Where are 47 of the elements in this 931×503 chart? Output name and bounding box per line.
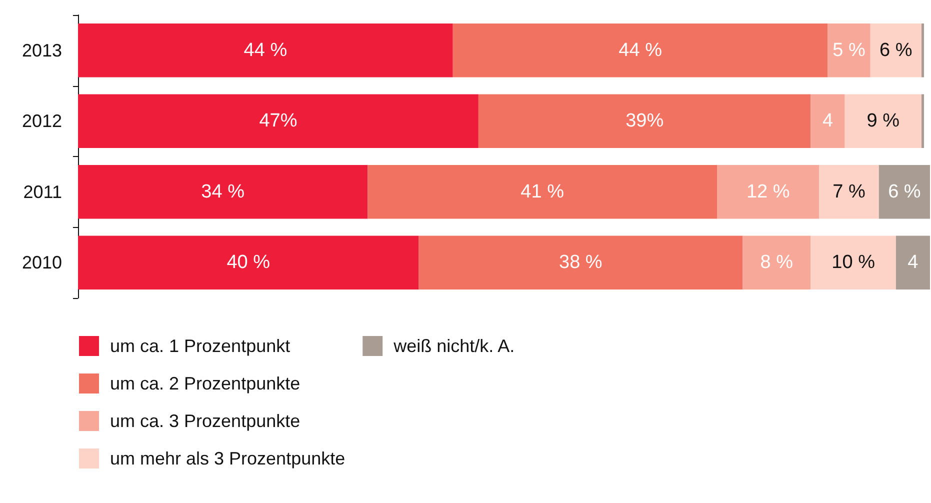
bar (810, 94, 845, 148)
y-tick-label: 2010 (22, 252, 62, 273)
bar (921, 23, 924, 78)
data-label: 6 % (880, 40, 912, 61)
bar (921, 94, 924, 148)
bar (810, 236, 896, 290)
bar (78, 94, 478, 148)
bar (418, 236, 743, 290)
bar (717, 164, 820, 219)
bar (819, 164, 879, 219)
legend-label: um ca. 1 Prozentpunkt (110, 336, 290, 356)
bar (78, 236, 419, 290)
data-label: 40 % (226, 252, 270, 274)
data-label: 38 % (559, 252, 602, 274)
y-tick-label: 2013 (22, 40, 62, 60)
data-label: 39% (626, 110, 664, 132)
bar (368, 164, 717, 219)
bar (742, 236, 811, 290)
data-label: 4 (822, 110, 834, 132)
legend-label: weiß nicht/k. A. (392, 336, 515, 356)
data-label: 34 % (201, 181, 245, 202)
data-label: 12 % (746, 181, 790, 202)
y-tick-label: 2011 (23, 182, 62, 202)
legend-label: um ca. 3 Prozentpunkte (110, 411, 300, 431)
data-label: 6 % (888, 181, 921, 202)
data-label: 47% (259, 110, 298, 132)
legend-label: um mehr als 3 Prozentpunkte (110, 448, 346, 468)
data-label: 41 % (520, 181, 564, 202)
y-tick-label: 2012 (22, 111, 62, 132)
bar (78, 23, 453, 78)
bar (78, 164, 368, 219)
bar (828, 23, 870, 78)
data-label: 44 % (244, 40, 288, 61)
bar (844, 94, 922, 148)
bar (478, 94, 811, 148)
data-label: 8 % (760, 252, 794, 274)
data-label: 44 % (618, 40, 662, 61)
data-label: 5 % (832, 40, 866, 61)
bar (452, 23, 828, 78)
bar (896, 236, 930, 290)
data-label: 10 % (832, 252, 876, 274)
legend-label: um ca. 2 Prozentpunkte (110, 374, 300, 394)
data-label: 7 % (832, 181, 866, 202)
data-label: 4 (908, 252, 919, 274)
bar (878, 164, 930, 219)
bar (870, 23, 922, 78)
data-label: 9 % (866, 110, 900, 132)
